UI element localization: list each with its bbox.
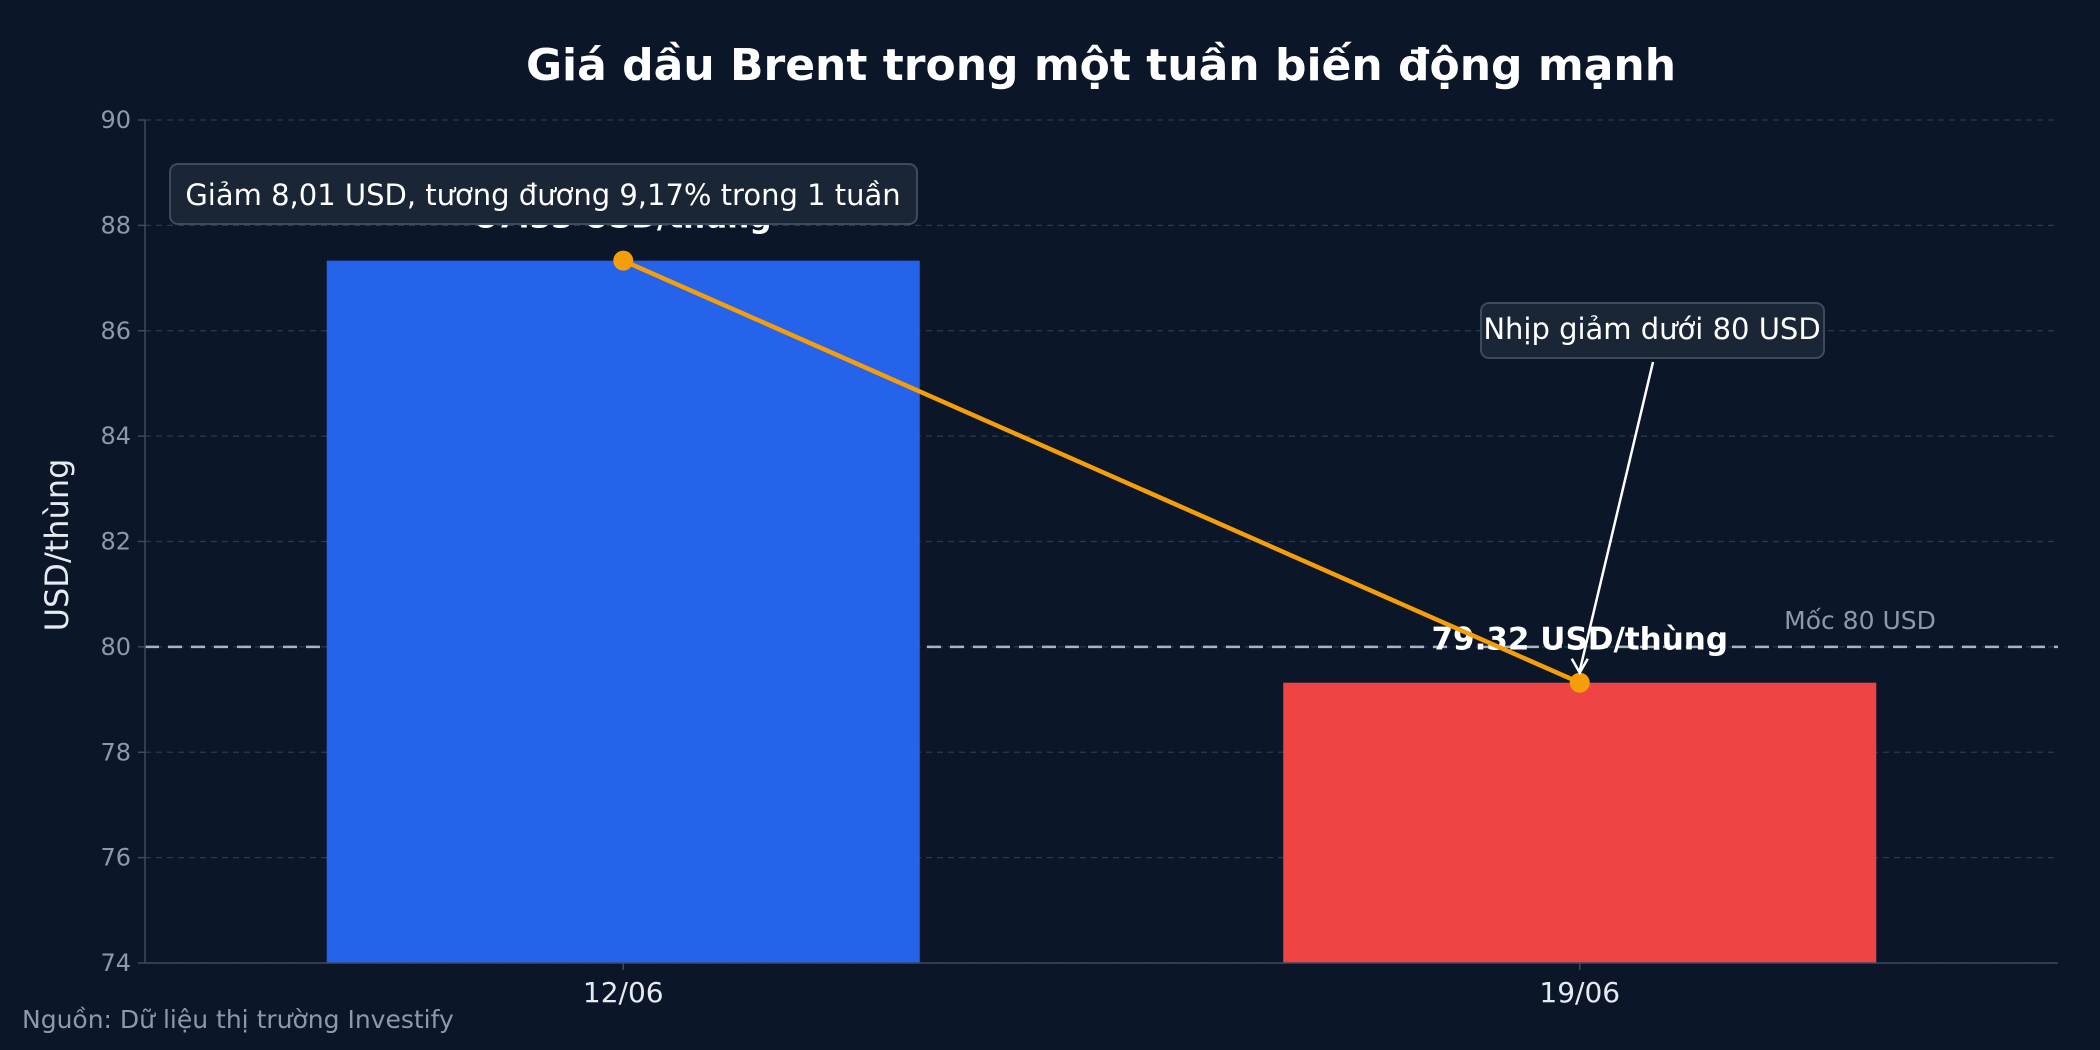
bar-value-label: 79.32 USD/thùng: [1431, 622, 1728, 658]
y-tick-label: 86: [100, 317, 131, 345]
y-axis-ticks: 74 76 78 80 82 84 86 88 90: [100, 106, 145, 977]
x-tick-label: 12/06: [583, 976, 664, 1009]
annotation-box: [169, 163, 918, 225]
trend-point: [613, 250, 634, 271]
reference-line-label: Mốc 80 USD: [1784, 606, 1936, 635]
chart-title: Giá dầu Brent trong một tuần biến động m…: [526, 40, 1676, 91]
bars: [326, 260, 1877, 963]
y-axis-label: USD/thùng: [38, 459, 76, 632]
y-tick-label: 82: [100, 528, 131, 556]
source-note: Nguồn: Dữ liệu thị trường Investify: [22, 1005, 454, 1034]
trend-line: [622, 258, 1581, 685]
annotation-arrow-line: [1578, 361, 1655, 671]
y-tick-label: 80: [100, 633, 131, 661]
y-tick-label: 90: [100, 106, 131, 134]
annotation-box: [1480, 302, 1825, 359]
x-axis-ticks: 12/06 19/06: [583, 963, 1620, 1009]
bar: [326, 260, 920, 963]
annotations: Giảm 8,01 USD, tương đương 9,17% trong 1…: [169, 163, 1825, 676]
annotation-text: Nhịp giảm dưới 80 USD: [1483, 312, 1820, 346]
y-tick-label: 78: [100, 738, 131, 766]
reference-line-group: Mốc 80 USD: [145, 606, 2058, 649]
y-tick-label: 88: [100, 211, 131, 239]
x-tick-label: 19/06: [1539, 976, 1620, 1009]
trend-line-group: [613, 250, 1590, 693]
y-tick-label: 74: [100, 949, 131, 977]
y-tick-label: 76: [100, 844, 131, 872]
bar: [1283, 682, 1877, 963]
annotation-text: Giảm 8,01 USD, tương đương 9,17% trong 1…: [185, 178, 900, 212]
annotation-arrow-head: [1570, 658, 1589, 676]
trend-point: [1569, 672, 1590, 693]
y-tick-label: 84: [100, 422, 131, 450]
